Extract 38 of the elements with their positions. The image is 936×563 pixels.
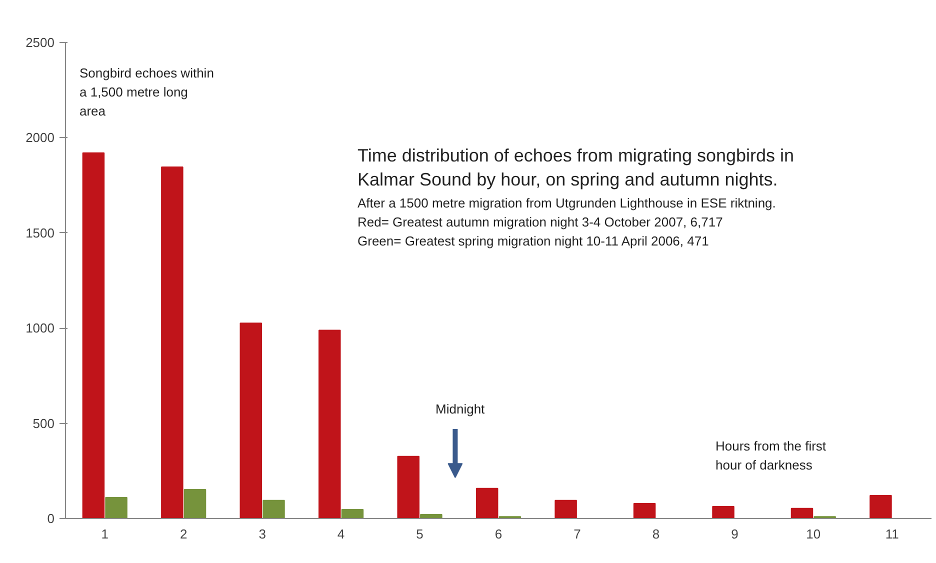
- text: Time distribution of echoes from migrating songbirds in Kalmar Sound by hour, on spring and autumn nights.: [358, 146, 794, 190]
- bar: [82, 152, 105, 518]
- bar: [790, 508, 814, 518]
- y-tick-label: 2500: [26, 35, 54, 50]
- bar: [318, 330, 341, 518]
- bar: [633, 502, 656, 518]
- y-tick-label: 500: [32, 416, 55, 431]
- y-tick-label: 1500: [26, 225, 54, 240]
- x-tick-label: 4: [337, 526, 345, 542]
- x-tick-label: 1: [101, 526, 108, 542]
- x-tick-label: 5: [416, 526, 424, 542]
- x-tick-label: 7: [574, 526, 581, 542]
- x-tick-label: 6: [494, 526, 502, 542]
- bar: [105, 497, 128, 518]
- bar: [554, 500, 577, 518]
- annotation: Songbird echoes within a 1,500 metre long area: [80, 66, 214, 118]
- x-tick-label: 2: [180, 526, 188, 542]
- x-tick-label: 3: [258, 526, 266, 542]
- y-tick-label: 0: [47, 511, 55, 526]
- bar: [262, 500, 285, 518]
- x-tick-label: 8: [652, 526, 660, 542]
- bar: [341, 509, 364, 518]
- bar: [870, 494, 892, 518]
- x-tick-label: 9: [731, 526, 738, 542]
- bar: [240, 322, 262, 518]
- text: After a 1500 metre migration from Utgrunden Lighthouse in ESE riktning. Red= Greatest autumn migration night 3-4 October 2007, 6,717 Green= Greatest spring migration night 10-11 April 2006, 471: [358, 196, 776, 248]
- x-tick-label: 10: [806, 526, 821, 542]
- y-tick-label: 1000: [26, 320, 54, 336]
- annotation: Hours from the first hour of darkness: [716, 438, 826, 472]
- bar: [397, 456, 420, 518]
- x-tick-label: 11: [885, 526, 899, 542]
- bar: [184, 489, 206, 518]
- bar: [420, 514, 442, 518]
- annotation: Midnight: [436, 402, 486, 417]
- bar: [476, 488, 498, 518]
- bar: [161, 166, 184, 518]
- y-tick-label: 2000: [26, 130, 54, 146]
- bar: [712, 506, 734, 518]
